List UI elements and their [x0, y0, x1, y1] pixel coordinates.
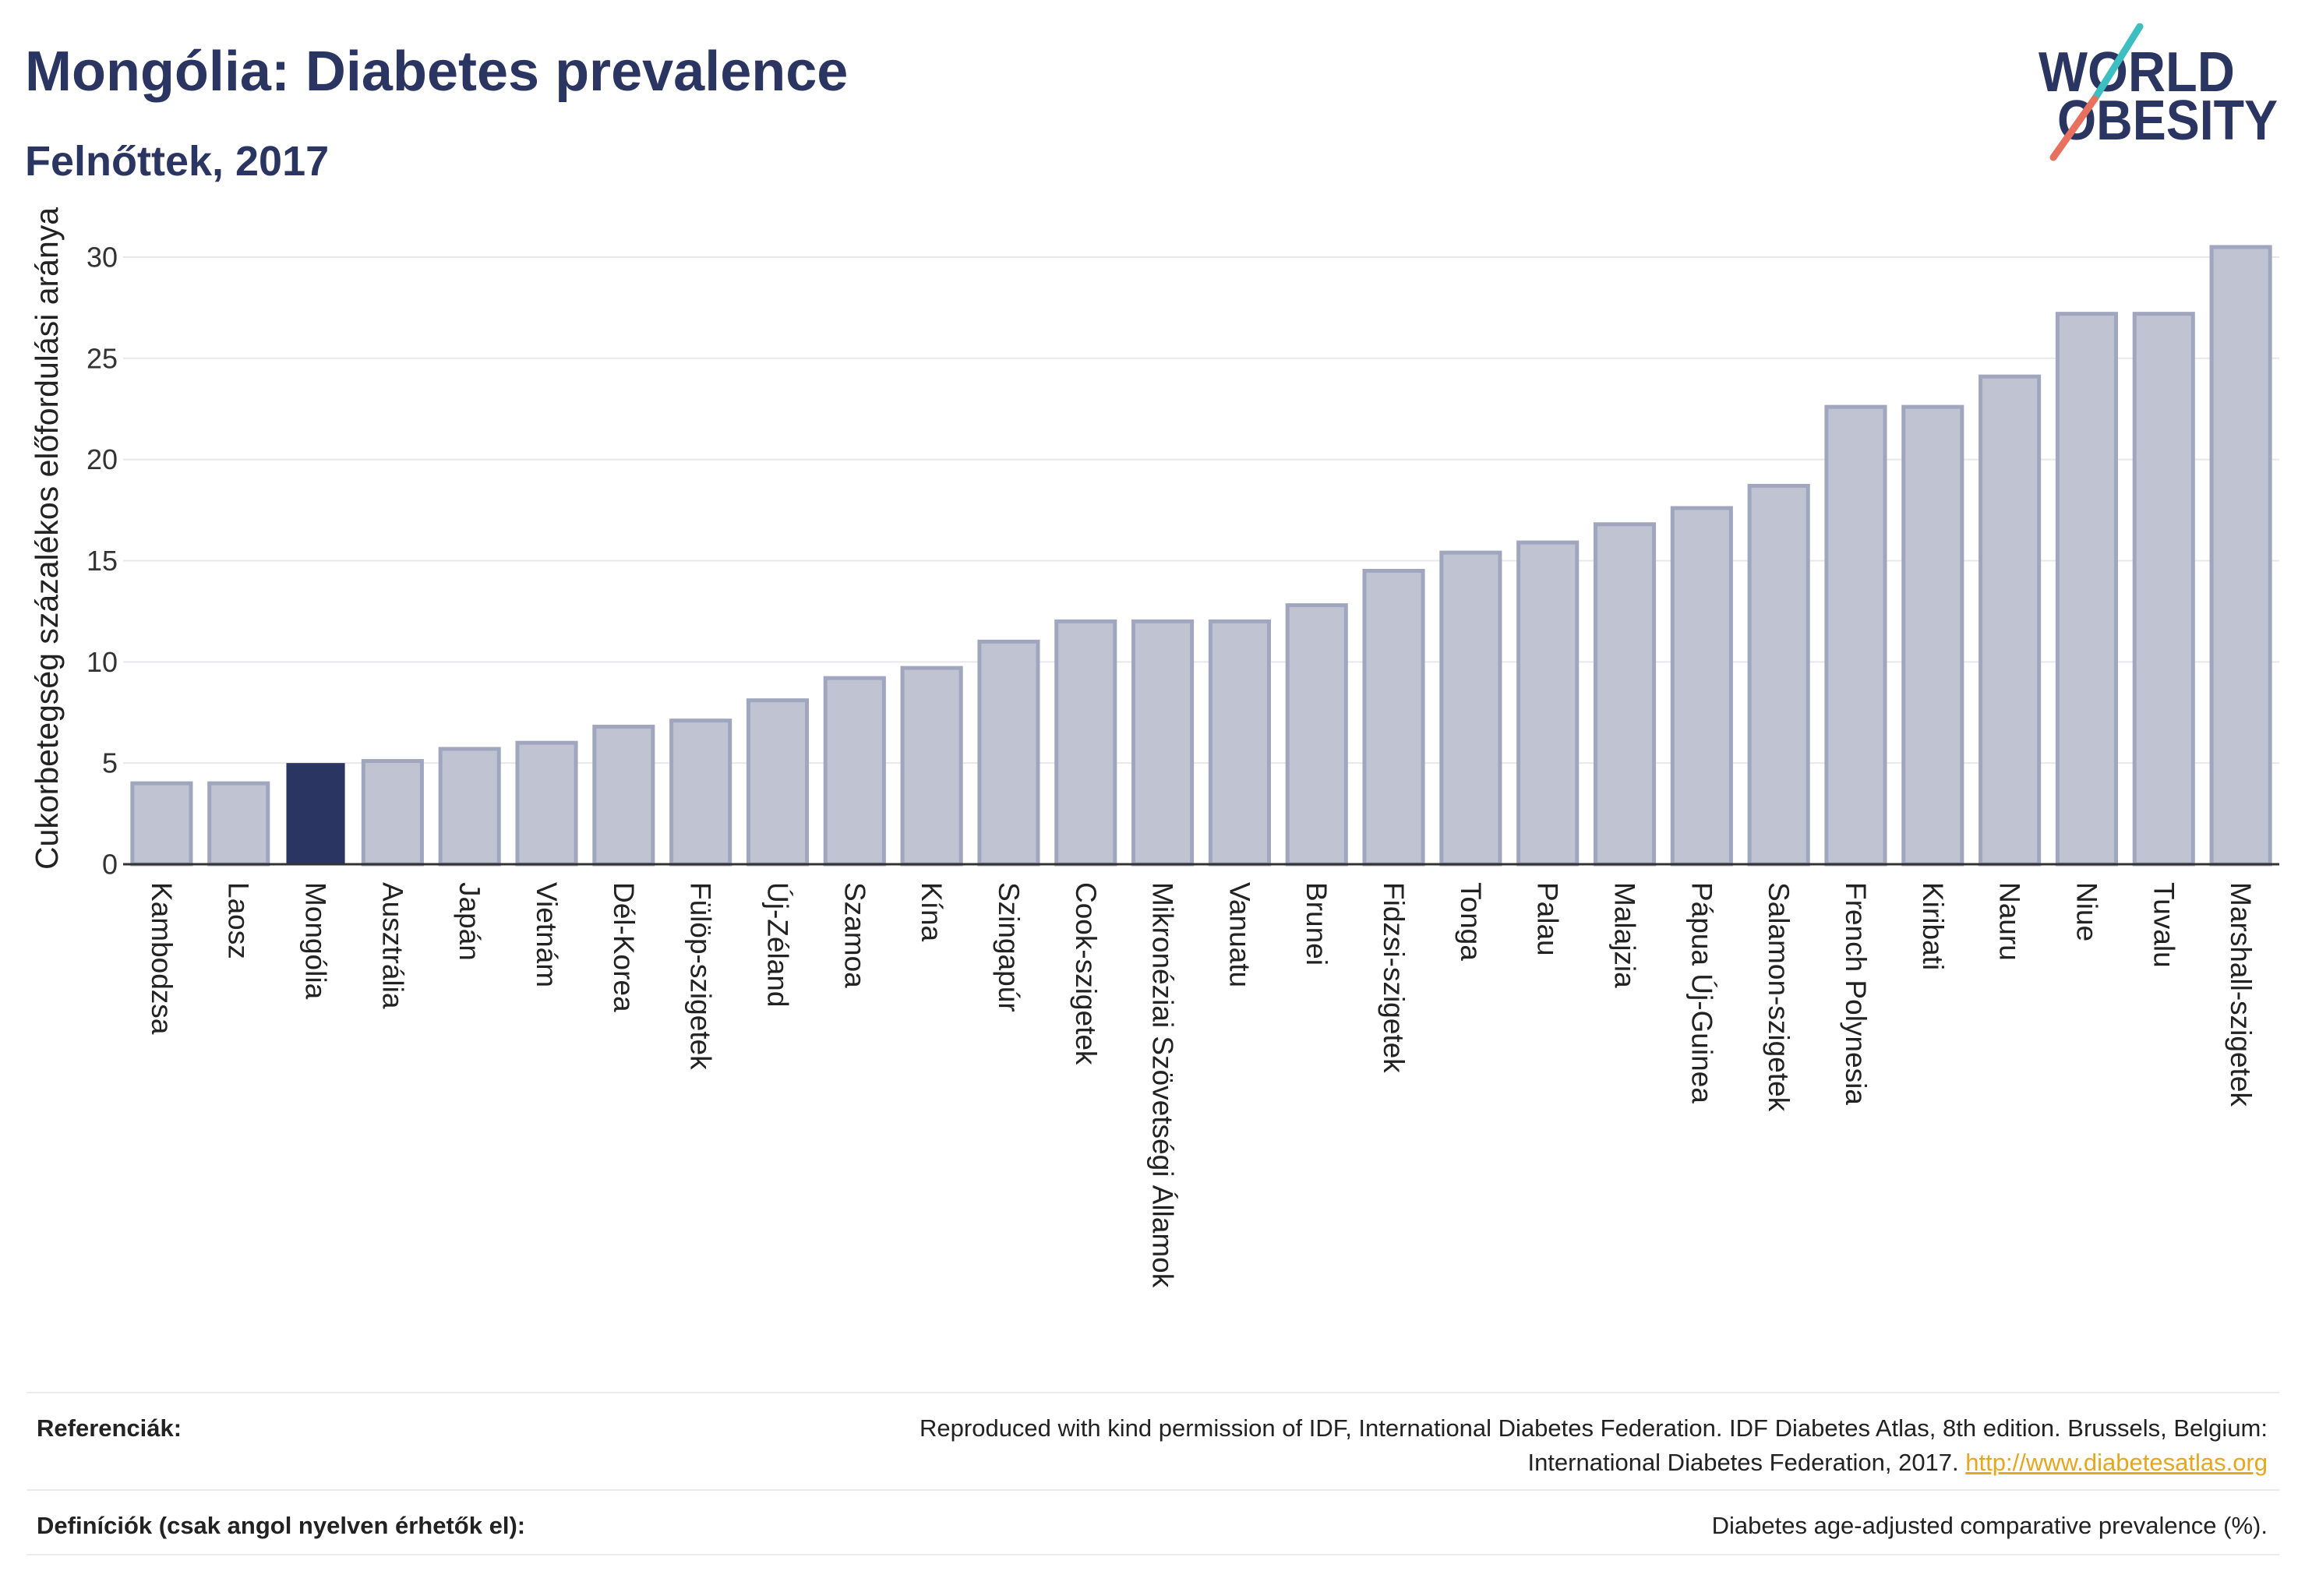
logo-slash-top	[2091, 23, 2144, 103]
y-axis-ticks: 0 5 10 15 20 25 30	[86, 241, 118, 880]
x-axis-ticks: Kambodzsa Laosz Mongólia Ausztrália Japán Vie…	[146, 882, 2257, 1288]
bar-laosz	[207, 781, 270, 867]
diabetesatlas-link[interactable]: http://www.diabetesatlas.org	[1965, 1449, 2268, 1476]
bar-fidzsi-szigetek	[1362, 568, 1425, 867]
x-tick-label-kiribati: Kiribati	[1917, 882, 1949, 970]
x-tick-label-japan: Japán	[454, 882, 485, 961]
bar-marshall-szigetek	[2209, 245, 2272, 867]
logo-word-obesity: OBESITY	[2057, 90, 2278, 152]
x-tick-label-papua-uj-guinea: Pápua Új-Guinea	[1686, 882, 1717, 1103]
bar-palau	[1516, 540, 1580, 867]
x-tick-label-kambodzsa: Kambodzsa	[146, 882, 178, 1035]
y-tick-label-10: 10	[86, 646, 118, 678]
x-tick-label-vietnam: Vietnám	[531, 882, 563, 987]
x-tick-label-nauru: Nauru	[1994, 882, 2026, 961]
x-tick-label-szingapur: Szingapúr	[993, 882, 1025, 1012]
x-tick-label-tuvalu: Tuvalu	[2148, 882, 2180, 968]
x-tick-label-mongolia: Mongólia	[300, 882, 332, 1000]
y-tick-label-5: 5	[102, 747, 118, 779]
footer-divider-bottom	[26, 1554, 2279, 1555]
x-tick-label-malajzia: Malajzia	[1609, 882, 1641, 988]
x-tick-label-french-polynesia: French Polynesia	[1840, 882, 1872, 1105]
x-tick-label-brunei: Brunei	[1301, 882, 1333, 966]
bar-japan	[438, 747, 501, 867]
definitions-text: Diabetes age-adjusted comparative preval…	[1711, 1512, 2268, 1539]
bar-szamoa	[823, 676, 886, 867]
bar-brunei	[1285, 603, 1348, 867]
bar-kina	[900, 666, 963, 867]
x-tick-label-mikroneziai-szovetsegi-allamok: Mikronéziai Szövetségi Államok	[1147, 882, 1179, 1288]
references-line-2: International Diabetes Federation, 2017.…	[920, 1446, 2268, 1480]
bar-malajzia	[1593, 522, 1657, 867]
x-tick-label-szamoa: Szamoa	[838, 882, 870, 988]
bar-cook-szigetek	[1054, 619, 1117, 867]
bar-vanuatu	[1208, 619, 1271, 867]
bars	[130, 245, 2272, 867]
x-tick-label-ausztralia: Ausztrália	[376, 882, 408, 1009]
world-obesity-logo: WORLD OBESITY	[2038, 23, 2278, 161]
y-axis-label: Cukorbetegség százalékos előfordulási ar…	[29, 207, 65, 870]
footer-divider-top	[26, 1392, 2279, 1393]
definitions-label: Definíciók (csak angol nyelven érhetők e…	[37, 1512, 526, 1539]
bar-papua-uj-guinea	[1670, 506, 1733, 867]
y-tick-label-0: 0	[102, 849, 118, 881]
x-tick-label-laosz: Laosz	[223, 882, 255, 959]
bar-nauru	[1978, 374, 2042, 867]
bar-kiribati	[1901, 404, 1964, 867]
bar-french-polynesia	[1824, 404, 1887, 867]
bar-ausztralia	[361, 759, 424, 867]
bar-kambodzsa	[130, 781, 193, 867]
x-tick-label-vanuatu: Vanuatu	[1223, 882, 1255, 987]
x-tick-label-cook-szigetek: Cook-szigetek	[1070, 882, 1102, 1065]
chart-title: Mongólia: Diabetes prevalence	[25, 41, 849, 103]
bar-vietnam	[515, 740, 578, 867]
references-line-2-text: International Diabetes Federation, 2017.	[1527, 1449, 1959, 1476]
bar-tonga	[1439, 550, 1502, 867]
x-tick-label-palau: Palau	[1532, 882, 1564, 956]
bar-salamon-szigetek	[1747, 483, 1810, 867]
references-line-1: Reproduced with kind permission of IDF, …	[920, 1414, 2268, 1442]
references-label: Referenciák:	[37, 1414, 182, 1442]
y-tick-label-15: 15	[86, 545, 118, 577]
x-tick-label-marshall-szigetek: Marshall-szigetek	[2225, 882, 2257, 1107]
bar-szingapur	[977, 639, 1040, 867]
logo-slash-bottom	[2049, 95, 2099, 161]
x-tick-label-salamon-szigetek: Salamon-szigetek	[1763, 882, 1795, 1112]
x-tick-label-kina: Kína	[916, 882, 948, 942]
bar-mikroneziai-szovetsegi-allamok	[1131, 619, 1195, 867]
bar-uj-zeland	[746, 698, 810, 867]
x-tick-label-del-korea: Dél-Korea	[608, 882, 640, 1012]
x-tick-label-fulop-szigetek: Fülöp-szigetek	[685, 882, 717, 1070]
footer-divider-middle	[26, 1489, 2279, 1491]
chart-subtitle: Felnőttek, 2017	[25, 138, 330, 185]
x-tick-label-tonga: Tonga	[1455, 882, 1487, 961]
references-text: Reproduced with kind permission of IDF, …	[920, 1411, 2268, 1480]
bar-tuvalu	[2132, 312, 2195, 867]
x-tick-label-fidzsi-szigetek: Fidzsi-szigetek	[1378, 882, 1410, 1073]
y-tick-label-25: 25	[86, 342, 118, 374]
bar-fulop-szigetek	[669, 719, 732, 867]
y-tick-label-30: 30	[86, 241, 118, 273]
y-tick-label-20: 20	[86, 443, 118, 475]
x-tick-label-niue: Niue	[2070, 882, 2102, 941]
bar-niue	[2055, 312, 2118, 867]
bar-del-korea	[592, 724, 655, 867]
x-tick-label-uj-zeland: Új-Zéland	[761, 882, 793, 1007]
bar-chart: 0 5 10 15 20 25 30 Kambodzsa Laosz Mongólia Auszt…	[29, 207, 2279, 1288]
logo-word-world: WORLD	[2038, 41, 2235, 104]
bar-mongolia	[286, 763, 345, 864]
